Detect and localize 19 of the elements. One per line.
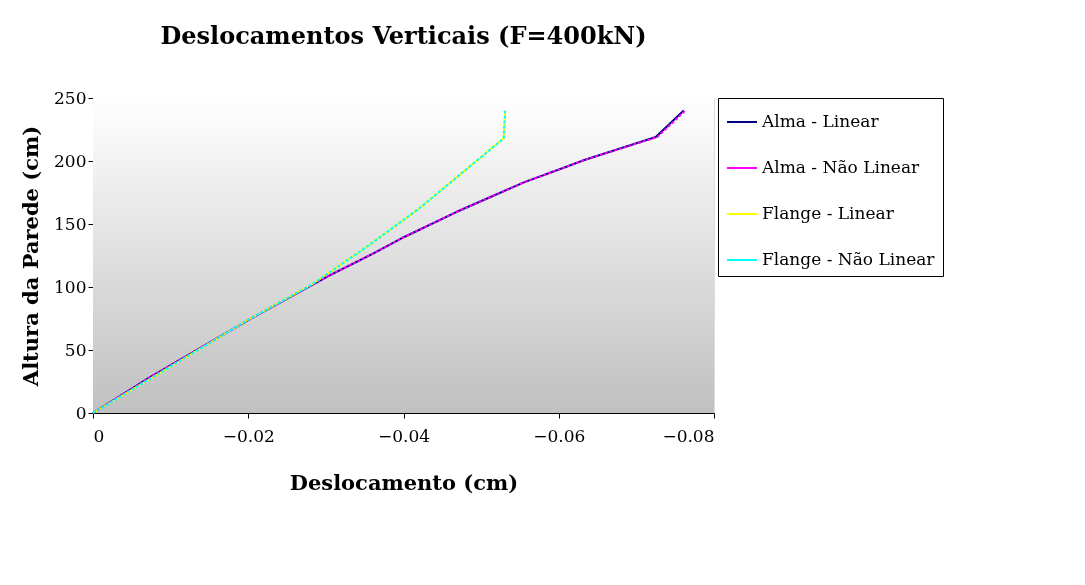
chart-title: Deslocamentos Verticais (F=400kN) [160,21,647,50]
x-axis-title: Deslocamento (cm) [289,469,519,495]
y-tick-label: 150 [54,213,87,234]
line-series [92,109,507,414]
y-tick-label: 50 [64,339,87,360]
legend-label: Flange - Linear [762,203,895,223]
y-tick-label: 0 [75,402,87,423]
x-tick-label: −0.02 [222,425,275,446]
y-tick-label: 200 [54,150,87,171]
y-tick-label: 250 [54,87,87,108]
y-tick-label: 100 [54,276,87,297]
x-tick-label: −0.06 [533,425,586,446]
x-tick-label: 0 [93,425,105,446]
legend-label: Alma - Não Linear [761,157,921,177]
x-tick-label: −0.08 [662,425,715,446]
legend-label: Alma - Linear [761,111,880,131]
legend-label: Flange - Não Linear [762,249,936,269]
x-tick-label: −0.04 [377,425,431,446]
y-axis-title: Altura da Parede (cm) [18,125,44,388]
